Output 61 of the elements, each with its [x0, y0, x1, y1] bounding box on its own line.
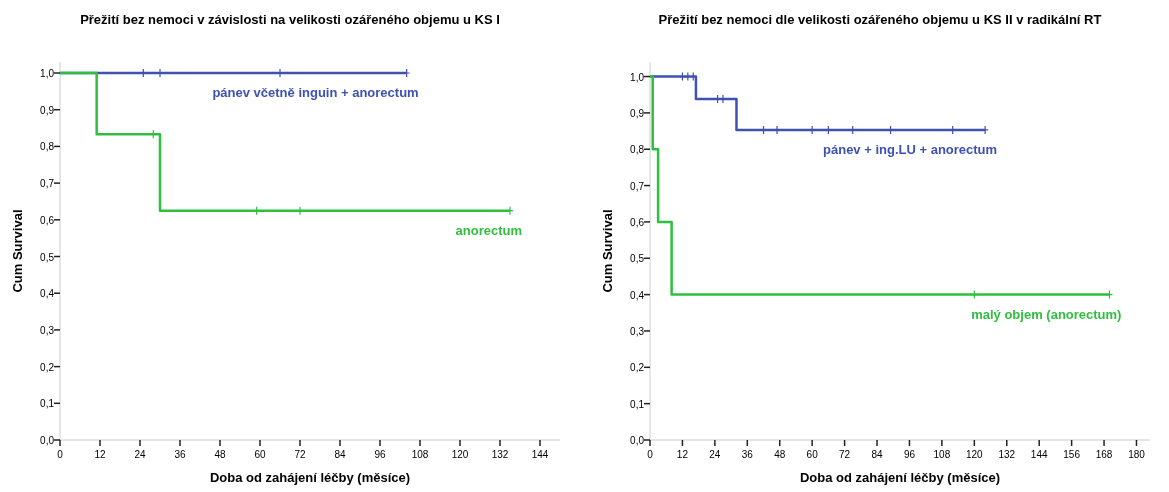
- x-tick-label: 120: [965, 449, 984, 460]
- series-label: pánev včetně inguin + anorectum: [212, 85, 419, 101]
- x-tick-label: 60: [254, 449, 266, 460]
- x-tick-label: 108: [933, 449, 951, 460]
- y-tick-label: 0,3: [630, 325, 645, 337]
- y-tick-label: 0,6: [630, 216, 645, 228]
- y-tick-label: 0,6: [40, 214, 55, 226]
- x-tick-label: 36: [741, 449, 754, 460]
- x-tick-label: 120: [451, 449, 469, 460]
- x-tick-label: 84: [334, 449, 346, 460]
- x-tick-label: 60: [806, 449, 819, 460]
- x-tick-label: 12: [94, 449, 106, 460]
- chart-title: Přežití bez nemoci v závislosti na velikosti ozářeného objemu u KS I: [80, 12, 500, 27]
- y-tick-label: 0,1: [630, 398, 645, 410]
- y-tick-label: 0,3: [40, 324, 55, 336]
- x-tick-label: 168: [1095, 449, 1113, 460]
- x-tick-label: 36: [174, 449, 186, 460]
- y-axis-title: Cum Survival: [10, 209, 25, 293]
- y-tick-label: 0,4: [630, 289, 645, 301]
- y-tick-label: 0,2: [630, 362, 645, 374]
- y-tick-label: 0,5: [630, 253, 645, 265]
- y-tick-label: 0,9: [630, 107, 645, 119]
- series-label: pánev + ing.LU + anorectum: [823, 141, 998, 157]
- series-label: anorectum: [455, 222, 522, 238]
- y-tick-label: 0,9: [40, 104, 55, 116]
- x-tick-label: 96: [903, 449, 916, 460]
- x-tick-label: 0: [647, 449, 654, 460]
- x-tick-label: 132: [491, 449, 509, 460]
- x-tick-label: 72: [839, 449, 851, 460]
- y-tick-label: 1,0: [40, 68, 55, 80]
- y-tick-label: 1,0: [630, 71, 645, 83]
- x-tick-label: 84: [871, 449, 884, 460]
- x-tick-label: 24: [709, 449, 721, 460]
- x-tick-label: 48: [774, 449, 786, 460]
- y-tick-label: 0,4: [40, 288, 55, 300]
- series-label: malý objem (anorectum): [971, 306, 1122, 322]
- y-tick-label: 0,5: [40, 251, 55, 263]
- y-axis-title: Cum Survival: [600, 209, 615, 293]
- x-tick-label: 72: [294, 449, 306, 460]
- y-tick-label: 0,7: [630, 180, 645, 192]
- x-tick-label: 0: [57, 449, 64, 460]
- y-tick-label: 0,8: [630, 144, 645, 156]
- y-tick-label: 0,7: [40, 178, 55, 190]
- y-tick-label: 0,0: [630, 435, 645, 446]
- y-tick-label: 0,1: [40, 398, 55, 410]
- y-tick-label: 0,8: [40, 141, 55, 153]
- x-axis-title: Doba od zahájení léčby (měsíce): [209, 470, 411, 485]
- x-tick-label: 156: [1063, 449, 1081, 460]
- chart-title: Přežití bez nemoci dle velikosti ozářeného objemu u KS II v radikální RT: [658, 12, 1102, 27]
- x-tick-label: 144: [1030, 449, 1048, 460]
- x-tick-label: 24: [134, 449, 146, 460]
- x-tick-label: 108: [411, 449, 429, 460]
- y-tick-label: 0,0: [40, 435, 55, 446]
- x-tick-label: 12: [676, 449, 689, 460]
- x-tick-label: 144: [531, 449, 549, 460]
- x-tick-label: 180: [1128, 449, 1146, 460]
- x-tick-label: 96: [374, 449, 386, 460]
- x-axis-title: Doba od zahájení léčby (měsíce): [799, 470, 1001, 485]
- y-tick-label: 0,2: [40, 361, 55, 373]
- x-tick-label: 132: [998, 449, 1016, 460]
- x-tick-label: 48: [214, 449, 226, 460]
